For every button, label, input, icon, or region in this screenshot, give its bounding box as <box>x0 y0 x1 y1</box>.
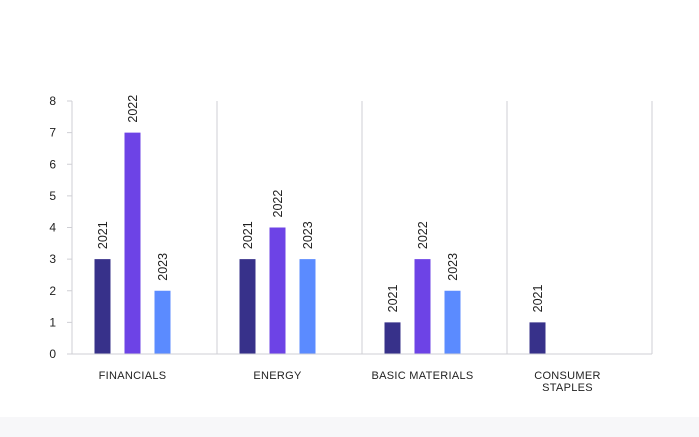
bar-2021-2 <box>384 322 401 354</box>
bars-layer <box>94 132 546 354</box>
y-tick-label: 1 <box>49 315 56 329</box>
bar-2021-1 <box>239 259 256 354</box>
y-tick-label: 0 <box>49 347 56 361</box>
y-tick-label: 8 <box>49 94 56 108</box>
data-label: 2021 <box>241 221 255 249</box>
data-label: 2022 <box>416 221 430 249</box>
y-tick-label: 2 <box>49 284 56 298</box>
data-label: 2021 <box>531 285 545 313</box>
axis-layer: 0 1 2 3 4 5 6 7 8 FINANCIALS ENERGY BASIC MATERIALS… <box>49 94 652 394</box>
bar-2023-0 <box>154 290 171 354</box>
bar-2023-2 <box>444 290 461 354</box>
bar-2022-0 <box>124 132 141 354</box>
category-label: BASIC MATERIALS <box>371 370 473 382</box>
bar-2022-2 <box>414 259 431 354</box>
bar-2023-1 <box>299 259 316 354</box>
bar-2021-3 <box>529 322 546 354</box>
bar-2021-0 <box>94 259 111 354</box>
category-label: CONSUMER <box>534 370 601 382</box>
data-label: 2023 <box>156 253 170 281</box>
category-label: STAPLES <box>542 382 593 394</box>
category-label: FINANCIALS <box>99 370 167 382</box>
y-tick-label: 3 <box>49 252 56 266</box>
y-tick-label: 6 <box>49 157 56 171</box>
bottom-band <box>0 417 699 437</box>
data-label: 2022 <box>126 95 140 123</box>
data-label: 2021 <box>96 221 110 249</box>
bar-2022-1 <box>269 227 286 354</box>
data-label: 2023 <box>446 253 460 281</box>
y-tick-label: 5 <box>49 189 56 203</box>
y-tick-label: 4 <box>49 221 56 235</box>
data-label: 2023 <box>301 221 315 249</box>
labels-layer: 2021 2022 2023 2021 2022 2023 2021 2022 2023 2021 <box>96 95 545 313</box>
data-label: 2021 <box>386 285 400 313</box>
data-label: 2022 <box>271 190 285 218</box>
category-label: ENERGY <box>253 370 302 382</box>
y-tick-label: 7 <box>49 126 56 140</box>
